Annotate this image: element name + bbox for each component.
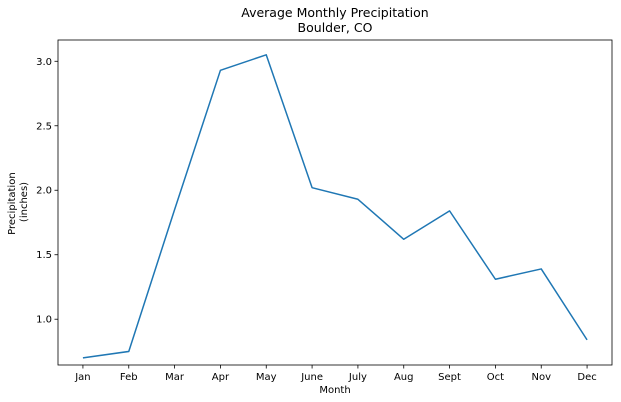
x-tick-label: July <box>348 372 367 383</box>
y-tick-label: 1.5 <box>36 250 52 261</box>
x-tick-label: Jan <box>74 372 90 383</box>
y-tick-label: 1.0 <box>36 315 52 326</box>
x-tick-label: Apr <box>212 372 230 383</box>
x-tick-label: Dec <box>577 372 596 383</box>
x-tick-label: Mar <box>165 372 185 383</box>
x-tick-label: Feb <box>120 372 138 383</box>
x-tick-label: May <box>256 372 277 383</box>
y-tick-label: 2.5 <box>36 121 52 132</box>
x-tick-label: Oct <box>487 372 504 383</box>
x-tick-label: June <box>300 372 323 383</box>
y-axis-label-line-2: (inches) <box>19 182 30 222</box>
x-tick-label: Aug <box>394 372 414 383</box>
y-tick-label: 2.0 <box>36 186 52 197</box>
y-axis: 1.0 1.5 2.0 2.5 3.0 <box>36 57 58 326</box>
chart-title: Average Monthly Precipitation <box>241 5 428 20</box>
y-tick-label: 3.0 <box>36 57 52 68</box>
chart-subtitle: Boulder, CO <box>298 20 373 35</box>
series-group <box>82 54 588 359</box>
y-axis-label: Precipitation (inches) <box>7 169 30 235</box>
y-axis-label-line-1: Precipitation <box>7 172 18 235</box>
x-tick-label: Nov <box>531 372 551 383</box>
plot-area <box>57 39 613 366</box>
x-tick-label: Sept <box>438 372 461 383</box>
precipitation-line <box>82 54 588 359</box>
x-axis: Jan Feb Mar Apr May June July Aug Sept Oct Nov Dec <box>74 365 597 383</box>
x-axis-label: Month <box>319 385 350 396</box>
